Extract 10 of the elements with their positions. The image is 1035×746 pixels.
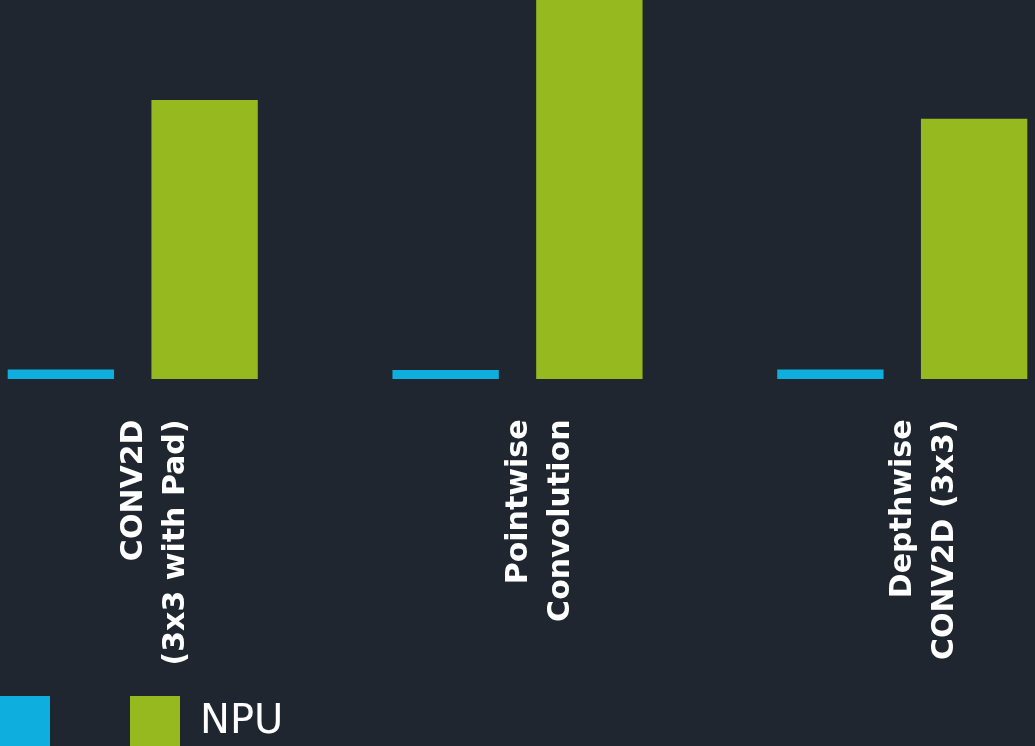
bar: [536, 0, 643, 379]
bar: [777, 369, 884, 379]
x-tick-label: CONV2D (3x3 with Pad): [113, 419, 191, 666]
x-tick-label: Depthwise CONV2D (3x3): [883, 419, 961, 661]
bar: [392, 369, 499, 379]
x-tick-label: Pointwise Convolution: [498, 419, 576, 622]
bar: [151, 100, 258, 379]
legend-label: NPU: [200, 696, 284, 742]
bar: [7, 369, 115, 379]
bar: [920, 118, 1028, 379]
